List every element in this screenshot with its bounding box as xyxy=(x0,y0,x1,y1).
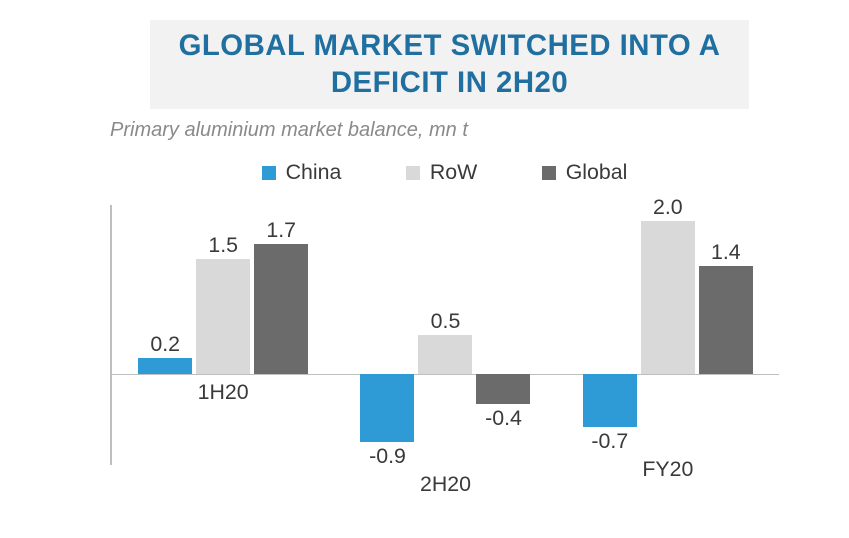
legend-label-row: RoW xyxy=(430,160,477,185)
bar-slot: -0.7 xyxy=(583,205,637,465)
bar-value-label: 2.0 xyxy=(653,195,683,220)
bar-value-label: 1.7 xyxy=(266,218,296,243)
legend-swatch-china xyxy=(262,166,276,180)
bar-cluster: -0.7 2.0 1.4 xyxy=(557,205,779,465)
bar-slot: 0.5 xyxy=(418,205,472,465)
bar xyxy=(138,358,192,373)
bar xyxy=(360,374,414,443)
bar xyxy=(254,244,308,374)
bar-group: 0.2 1.5 1.7 1H20 xyxy=(112,205,334,465)
bar-cluster: -0.9 0.5 -0.4 xyxy=(334,205,556,465)
bar xyxy=(418,335,472,373)
legend-item-china: China xyxy=(262,160,342,185)
chart-plot-area: 0.21.51.71H20-0.90.5-0.42H20-0.72.01.4FY… xyxy=(110,205,779,465)
bar-slot: 1.7 xyxy=(254,205,308,465)
bar xyxy=(641,221,695,374)
chart-title: GLOBAL MARKET SWITCHED INTO A DEFICIT IN… xyxy=(170,28,729,101)
chart-title-bar: GLOBAL MARKET SWITCHED INTO A DEFICIT IN… xyxy=(150,20,749,109)
bar-slot: 1.4 xyxy=(699,205,753,465)
bar-group: -0.90.5-0.42H20 xyxy=(334,205,556,465)
legend-label-global: Global xyxy=(566,160,628,185)
bar xyxy=(583,374,637,428)
bar-value-label: -0.7 xyxy=(591,429,628,454)
legend-item-row: RoW xyxy=(406,160,477,185)
bar-cluster: 0.2 1.5 1.7 xyxy=(112,205,334,465)
bar-value-label: 1.5 xyxy=(208,233,238,258)
chart-subtitle: Primary aluminium market balance, mn t xyxy=(110,119,779,142)
bar xyxy=(196,259,250,374)
category-label: FY20 xyxy=(557,457,779,482)
category-label: 1H20 xyxy=(112,380,334,405)
category-label: 2H20 xyxy=(334,472,556,497)
bar-value-label: 0.5 xyxy=(431,309,461,334)
legend-label-china: China xyxy=(286,160,342,185)
bar-value-label: -0.4 xyxy=(485,406,522,431)
chart-container: Primary aluminium market balance, mn t C… xyxy=(110,119,779,465)
bar xyxy=(699,266,753,373)
legend-swatch-row xyxy=(406,166,420,180)
chart-legend: China RoW Global xyxy=(110,160,779,185)
bar-group: -0.72.01.4FY20 xyxy=(557,205,779,465)
bar-groups: 0.21.51.71H20-0.90.5-0.42H20-0.72.01.4FY… xyxy=(112,205,779,465)
bar-slot: 0.2 xyxy=(138,205,192,465)
bar-slot: -0.4 xyxy=(476,205,530,465)
bar-value-label: 0.2 xyxy=(150,332,180,357)
bar xyxy=(476,374,530,405)
legend-item-global: Global xyxy=(542,160,628,185)
bar-value-label: 1.4 xyxy=(711,240,741,265)
bar-slot: 1.5 xyxy=(196,205,250,465)
bar-slot: 2.0 xyxy=(641,205,695,465)
bar-value-label: -0.9 xyxy=(369,444,406,469)
bar-slot: -0.9 xyxy=(360,205,414,465)
legend-swatch-global xyxy=(542,166,556,180)
